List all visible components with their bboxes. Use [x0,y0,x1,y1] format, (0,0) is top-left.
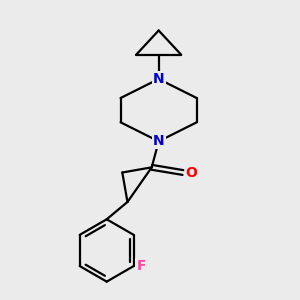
Text: N: N [153,134,164,148]
Text: O: O [186,166,197,179]
Text: F: F [136,259,146,273]
Text: N: N [153,72,164,86]
